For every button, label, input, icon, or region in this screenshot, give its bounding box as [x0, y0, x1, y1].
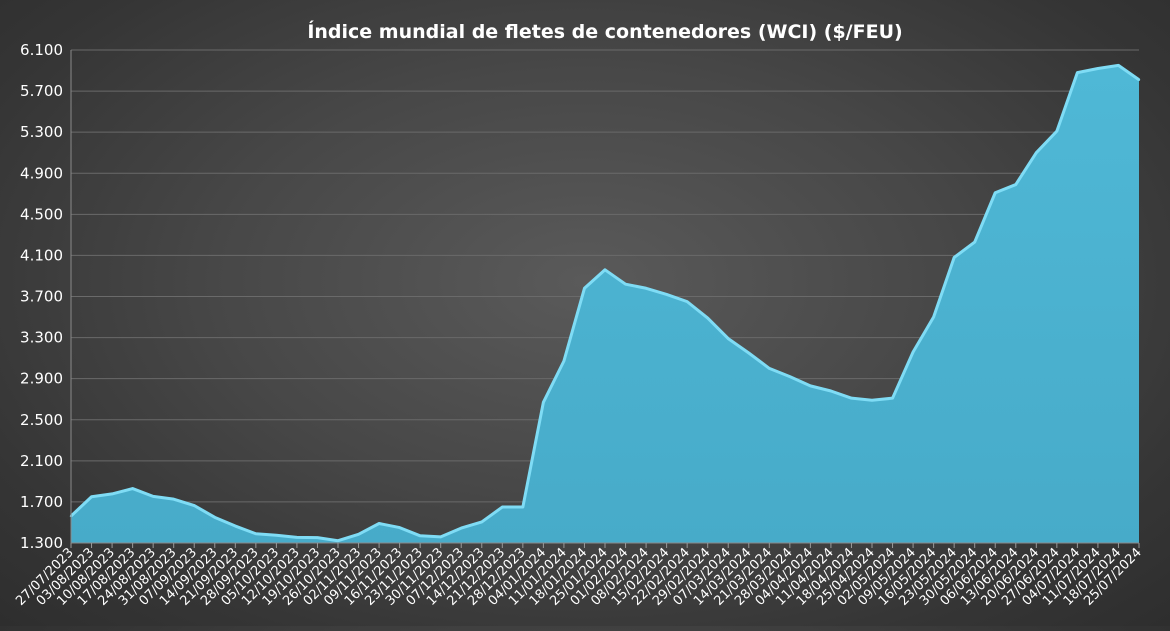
- data-point: [1076, 71, 1079, 74]
- y-tick-label: 4.900: [20, 164, 63, 182]
- y-tick-label: 5.700: [20, 82, 63, 100]
- data-point: [788, 375, 792, 378]
- data-point: [809, 384, 812, 388]
- data-point: [275, 534, 278, 537]
- y-tick-label: 1.300: [20, 534, 63, 552]
- x-axis-tick-labels: 27/07/202303/08/202310/08/202317/08/2023…: [13, 545, 1145, 609]
- data-point: [439, 535, 442, 539]
- data-point: [193, 504, 196, 507]
- data-point: [850, 396, 853, 400]
- area-fill: [71, 65, 1139, 543]
- axes: [70, 50, 1140, 548]
- data-point: [1137, 78, 1141, 81]
- data-point: [644, 287, 648, 290]
- data-point: [727, 337, 730, 340]
- data-point: [911, 350, 915, 354]
- data-point: [706, 316, 709, 320]
- data-point: [768, 367, 771, 370]
- y-tick-label: 4.100: [20, 246, 63, 264]
- data-point: [603, 268, 607, 271]
- y-tick-label: 2.500: [20, 411, 63, 429]
- data-point: [151, 495, 155, 498]
- data-point: [460, 526, 463, 530]
- data-point: [994, 191, 997, 194]
- y-tick-label: 4.500: [20, 205, 63, 223]
- y-tick-label: 6.100: [20, 41, 63, 59]
- chart-title: Índice mundial de fletes de contenedores…: [307, 20, 902, 43]
- data-point: [521, 505, 525, 509]
- data-point: [747, 351, 750, 355]
- data-point: [891, 396, 894, 400]
- data-point: [665, 293, 668, 296]
- data-point: [501, 505, 504, 509]
- y-axis-tick-labels: 1.300 1.700 2.100 2.500 2.900 3.300 3.700 4.100…: [20, 41, 63, 552]
- data-point: [336, 539, 340, 542]
- data-point: [973, 240, 976, 244]
- data-point: [1035, 151, 1038, 154]
- data-point: [1055, 129, 1059, 133]
- data-point: [377, 522, 381, 525]
- data-point: [1117, 64, 1120, 67]
- data-point: [562, 359, 566, 363]
- data-point: [624, 282, 627, 286]
- data-point: [542, 401, 545, 404]
- data-point: [1096, 67, 1100, 70]
- data-point: [870, 399, 874, 402]
- y-tick-label: 5.300: [20, 123, 63, 141]
- y-tick-label: 2.900: [20, 370, 63, 388]
- data-point: [131, 487, 134, 490]
- data-point: [952, 256, 956, 259]
- data-point: [295, 536, 299, 539]
- data-point: [480, 520, 483, 524]
- data-point: [418, 534, 422, 538]
- data-point: [110, 492, 114, 496]
- data-point: [234, 524, 237, 528]
- y-tick-label: 2.100: [20, 452, 63, 470]
- y-tick-label: 3.300: [20, 329, 63, 347]
- data-point: [90, 495, 93, 498]
- data-point: [932, 315, 935, 319]
- data-point: [213, 516, 216, 519]
- series-area: [69, 63, 1141, 543]
- data-point: [172, 497, 175, 501]
- y-tick-label: 3.700: [20, 288, 63, 306]
- data-point: [357, 533, 360, 536]
- data-point: [685, 300, 689, 303]
- data-point: [829, 389, 833, 393]
- data-point: [254, 532, 258, 535]
- data-point: [583, 287, 586, 290]
- data-point: [316, 536, 319, 539]
- data-point: [398, 526, 401, 529]
- y-tick-label: 1.700: [20, 493, 63, 511]
- data-point: [1014, 183, 1017, 186]
